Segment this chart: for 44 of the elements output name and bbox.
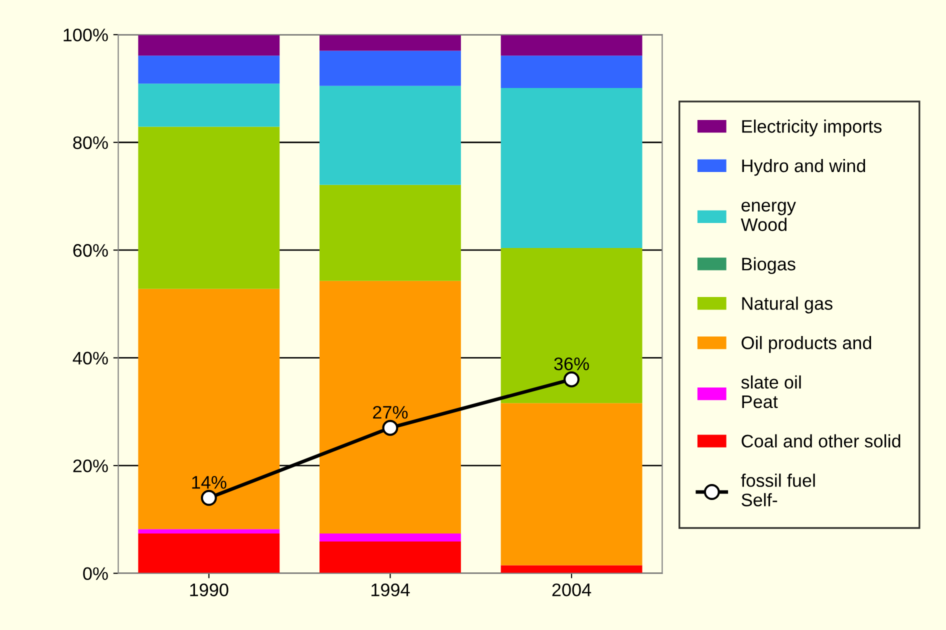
bar [320, 542, 461, 574]
legend-label: energy Wood [740, 202, 796, 232]
bar [138, 34, 280, 56]
bar [500, 88, 642, 248]
bar [138, 533, 280, 574]
legend-label: Electricity imports [742, 120, 882, 136]
point [382, 420, 398, 436]
bar [500, 56, 642, 88]
bar [500, 565, 642, 574]
legend-label: Biogas [742, 257, 796, 274]
legend-label: fossil fuel Self- [741, 474, 815, 506]
y-tick-label: 100% [64, 28, 108, 42]
y-tick-label: 0% [83, 567, 108, 580]
bar [320, 184, 461, 281]
bar [138, 288, 280, 530]
bar [320, 34, 461, 51]
bar [320, 50, 461, 86]
bar [138, 126, 280, 289]
x-tick-label: 1994 [372, 584, 410, 596]
bar [500, 34, 642, 56]
legend-label: slate oil Peat [741, 375, 801, 408]
bar [138, 84, 280, 127]
bar [138, 529, 280, 534]
y-tick-label: 60% [73, 244, 108, 257]
bar [500, 403, 642, 566]
y-tick-label: 80% [73, 136, 108, 150]
x-tick-label: 2004 [552, 584, 592, 596]
bar [320, 86, 461, 185]
y-tick-label: 20% [73, 460, 108, 472]
bar [320, 280, 461, 534]
legend-label: Oil products and [742, 336, 872, 353]
legend-label: Coal and other solid [742, 434, 900, 448]
data-label: 36% [554, 357, 589, 370]
data-label: 27% [373, 406, 408, 419]
bar [320, 533, 461, 542]
point [564, 371, 580, 388]
legend-label: Natural gas [742, 296, 832, 314]
legend-label: Hydro and wind [742, 158, 866, 176]
point [200, 490, 217, 506]
data-label: 14% [192, 476, 226, 489]
bar [500, 248, 642, 404]
x-tick-label: 1990 [190, 584, 228, 596]
bar [138, 56, 280, 84]
y-tick-label: 40% [72, 352, 108, 365]
